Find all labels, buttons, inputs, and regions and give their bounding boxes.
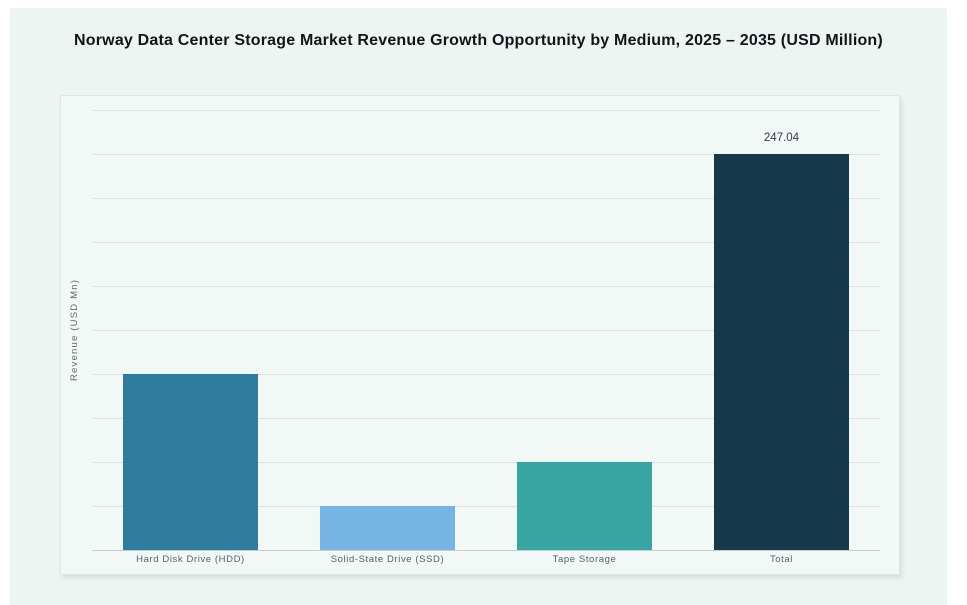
x-tick-label-tape-storage: Tape Storage	[552, 554, 617, 565]
bar-value-label-total: 247.04	[763, 132, 800, 145]
gridline	[92, 242, 880, 243]
gridline	[92, 462, 880, 463]
page-background: Norway Data Center Storage Market Revenu…	[10, 8, 947, 605]
gridline	[92, 198, 880, 199]
plot-area: 247.04	[92, 110, 880, 551]
x-tick-label-hard-disk-drive-hdd: Hard Disk Drive (HDD)	[136, 554, 245, 565]
bars-row: 247.04	[92, 110, 880, 550]
bar-total: 247.04	[714, 132, 849, 550]
gridline	[92, 154, 880, 155]
gridline	[92, 110, 880, 111]
x-axis-labels: Hard Disk Drive (HDD) Solid-State Drive (…	[92, 554, 880, 565]
bar-solid-state-drive-ssd	[320, 505, 455, 550]
bar-slot-hard-disk-drive-hdd	[92, 110, 289, 550]
chart-title: Norway Data Center Storage Market Revenu…	[74, 32, 883, 49]
gridline	[92, 286, 880, 287]
gridline	[92, 418, 880, 419]
bar-tape-storage	[517, 462, 652, 550]
bar-slot-tape-storage	[486, 110, 683, 550]
bar-slot-solid-state-drive-ssd	[289, 110, 486, 550]
gridline	[92, 374, 880, 375]
bar-hard-disk-drive-hdd	[123, 374, 258, 550]
chart-panel: Revenue (USD Mn) 247.04 Hard Disk Drive …	[60, 95, 900, 575]
gridline	[92, 506, 880, 507]
gridline	[92, 330, 880, 331]
bar-slot-total: 247.04	[683, 110, 880, 550]
x-tick-label-total: Total	[769, 554, 794, 565]
y-axis-label: Revenue (USD Mn)	[69, 278, 80, 382]
x-tick-label-solid-state-drive-ssd: Solid-State Drive (SSD)	[330, 554, 445, 565]
